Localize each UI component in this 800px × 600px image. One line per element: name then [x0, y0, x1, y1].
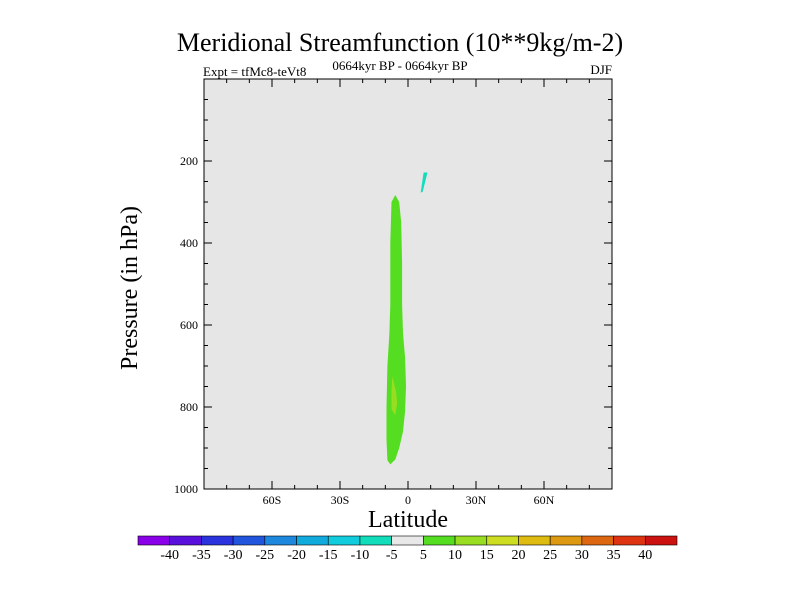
colorbar-label: -15 [319, 548, 338, 563]
colorbar-swatch [423, 535, 456, 546]
contour-regions [386, 172, 428, 465]
experiment-label: Expt = tfMc8-teVt8 [203, 64, 307, 79]
contour-region-0 [386, 195, 406, 465]
colorbar-label: -20 [287, 548, 306, 563]
colorbar-swatch [644, 535, 678, 546]
x-tick-label: 0 [405, 493, 411, 507]
y-axis-label: Pressure (in hPa) [117, 206, 143, 370]
y-tick-label: 200 [180, 154, 198, 168]
colorbar-swatch [454, 535, 488, 546]
x-axis-label: Latitude [368, 507, 448, 533]
colorbar-swatch [549, 535, 583, 546]
colorbar-label: -10 [351, 548, 370, 563]
y-tick-label: 400 [180, 236, 198, 250]
colorbar-label: -30 [224, 548, 243, 563]
colorbar-label: -25 [255, 548, 274, 563]
colorbar: -40 -35 -30 -25 -20 -15 -10 -5 5 10 15 20 25 30 35 40 [137, 535, 678, 563]
colorbar-label: 35 [607, 548, 621, 563]
chart-title: Meridional Streamfunction (10**9kg/m-2) [176, 28, 624, 57]
x-tick-label: 60S [263, 493, 282, 507]
y-tick-label: 800 [180, 400, 198, 414]
contour-region-2 [420, 172, 428, 193]
colorbar-label: -40 [160, 548, 179, 563]
colorbar-label: 5 [420, 548, 427, 563]
y-tick-label: 1000 [174, 482, 198, 496]
colorbar-swatch [137, 535, 171, 546]
contour-region-1 [391, 376, 398, 416]
colorbar-swatch [518, 535, 551, 546]
colorbar-label: -35 [192, 548, 211, 563]
time-range-label: 0664kyr BP - 0664kyr BP [332, 58, 468, 73]
colorbar-swatch [613, 535, 646, 546]
plot-background [204, 79, 612, 489]
colorbar-swatch [391, 535, 424, 546]
colorbar-label: 10 [448, 548, 462, 563]
colorbar-swatch [201, 535, 234, 546]
colorbar-label: 25 [543, 548, 557, 563]
colorbar-swatch [486, 535, 519, 546]
y-tick-label: 600 [180, 318, 198, 332]
colorbar-label: 20 [511, 548, 525, 563]
colorbar-label: -5 [386, 548, 398, 563]
colorbar-swatch [359, 535, 392, 546]
axis-ticks: 60S 30S 0 30N 60N 200 400 600 800 1000 [174, 79, 612, 507]
colorbar-swatch [581, 535, 614, 546]
season-label: DJF [590, 62, 612, 77]
colorbar-swatch [232, 535, 266, 546]
colorbar-swatch [169, 535, 202, 546]
x-tick-label: 60N [534, 493, 555, 507]
colorbar-swatch [296, 535, 329, 546]
colorbar-swatch [264, 535, 297, 546]
colorbar-swatch [327, 535, 361, 546]
colorbar-label: 15 [480, 548, 494, 563]
colorbar-label: 30 [575, 548, 589, 563]
x-tick-label: 30N [466, 493, 487, 507]
colorbar-label: 40 [638, 548, 652, 563]
x-tick-label: 30S [331, 493, 350, 507]
